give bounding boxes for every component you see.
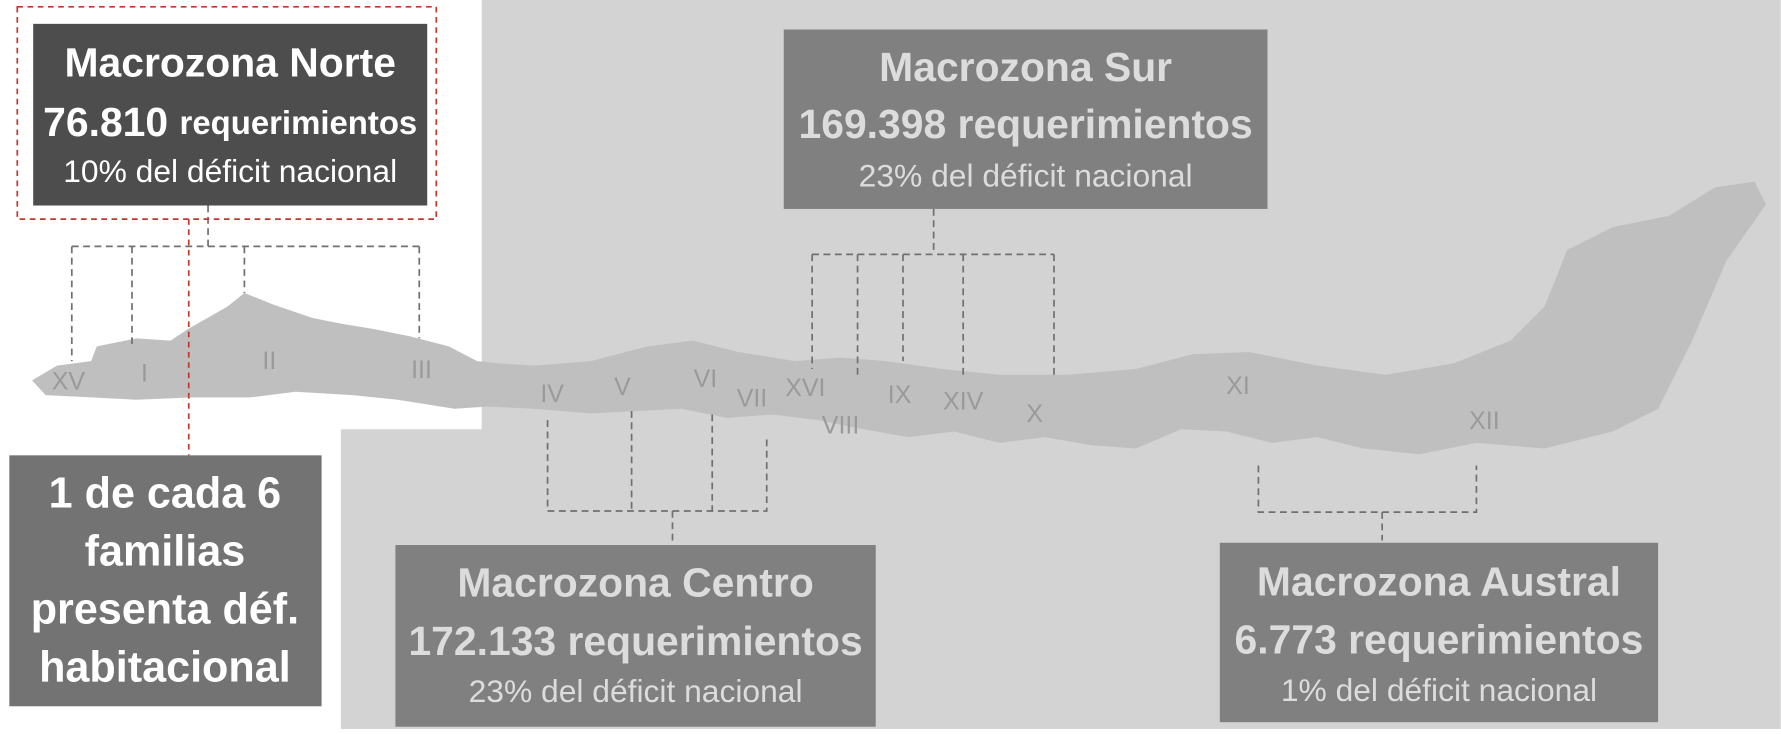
region-label: X [1026, 400, 1043, 428]
zone-unit: requerimientos [958, 101, 1253, 147]
zone-count: 172.133 [408, 618, 556, 664]
region-label: VIII [822, 412, 859, 440]
zone-unit: requerimientos [1348, 616, 1643, 662]
zone-share: 1% del déficit nacional [1281, 672, 1597, 708]
zone-name: Macrozona Centro [457, 560, 813, 606]
region-label: I [141, 359, 148, 387]
region-label: V [614, 373, 631, 401]
zone-count-line: 6.773 requerimientos [1235, 616, 1644, 662]
region-label: IV [540, 380, 564, 408]
zone-box [395, 545, 876, 727]
zone-count: 6.773 [1235, 616, 1337, 662]
zone-name: Macrozona Austral [1257, 559, 1621, 605]
callout-line: habitacional [39, 643, 291, 691]
zone-share: 10% del déficit nacional [63, 153, 397, 189]
zone-count-line: 76.810 requerimientos [43, 99, 417, 145]
zone-box [33, 23, 428, 206]
zone-share: 23% del déficit nacional [469, 673, 803, 709]
region-label: VII [737, 384, 768, 412]
region-label: XV [52, 367, 86, 395]
callout-line: familias [85, 528, 246, 576]
region-label: XI [1226, 372, 1250, 400]
zone-share: 23% del déficit nacional [859, 158, 1193, 194]
zone-name: Macrozona Sur [879, 44, 1172, 90]
chile-map [32, 181, 1766, 455]
zone-box [1219, 542, 1659, 723]
highlight-frame [16, 5, 438, 221]
region-label: III [411, 356, 432, 384]
callout-line: 1 de cada 6 [49, 470, 282, 518]
region-label: XII [1469, 407, 1500, 435]
zone-count: 169.398 [799, 101, 947, 147]
zone-count-line: 169.398 requerimientos [799, 101, 1253, 147]
region-label: XIV [943, 388, 984, 416]
region-label: IX [888, 381, 912, 409]
callout-box [9, 455, 322, 707]
zone-box [783, 29, 1268, 209]
zone-name: Macrozona Norte [64, 40, 395, 86]
zone-count-line: 172.133 requerimientos [408, 618, 862, 664]
region-label: II [262, 347, 276, 375]
region-label: XVI [785, 374, 825, 402]
zone-count: 76.810 [43, 99, 168, 145]
region-label: VI [694, 365, 718, 393]
zone-unit: requerimientos [180, 104, 418, 141]
connectors [70, 205, 1478, 541]
callout-line: presenta déf. [31, 585, 299, 633]
zone-unit: requerimientos [568, 618, 863, 664]
